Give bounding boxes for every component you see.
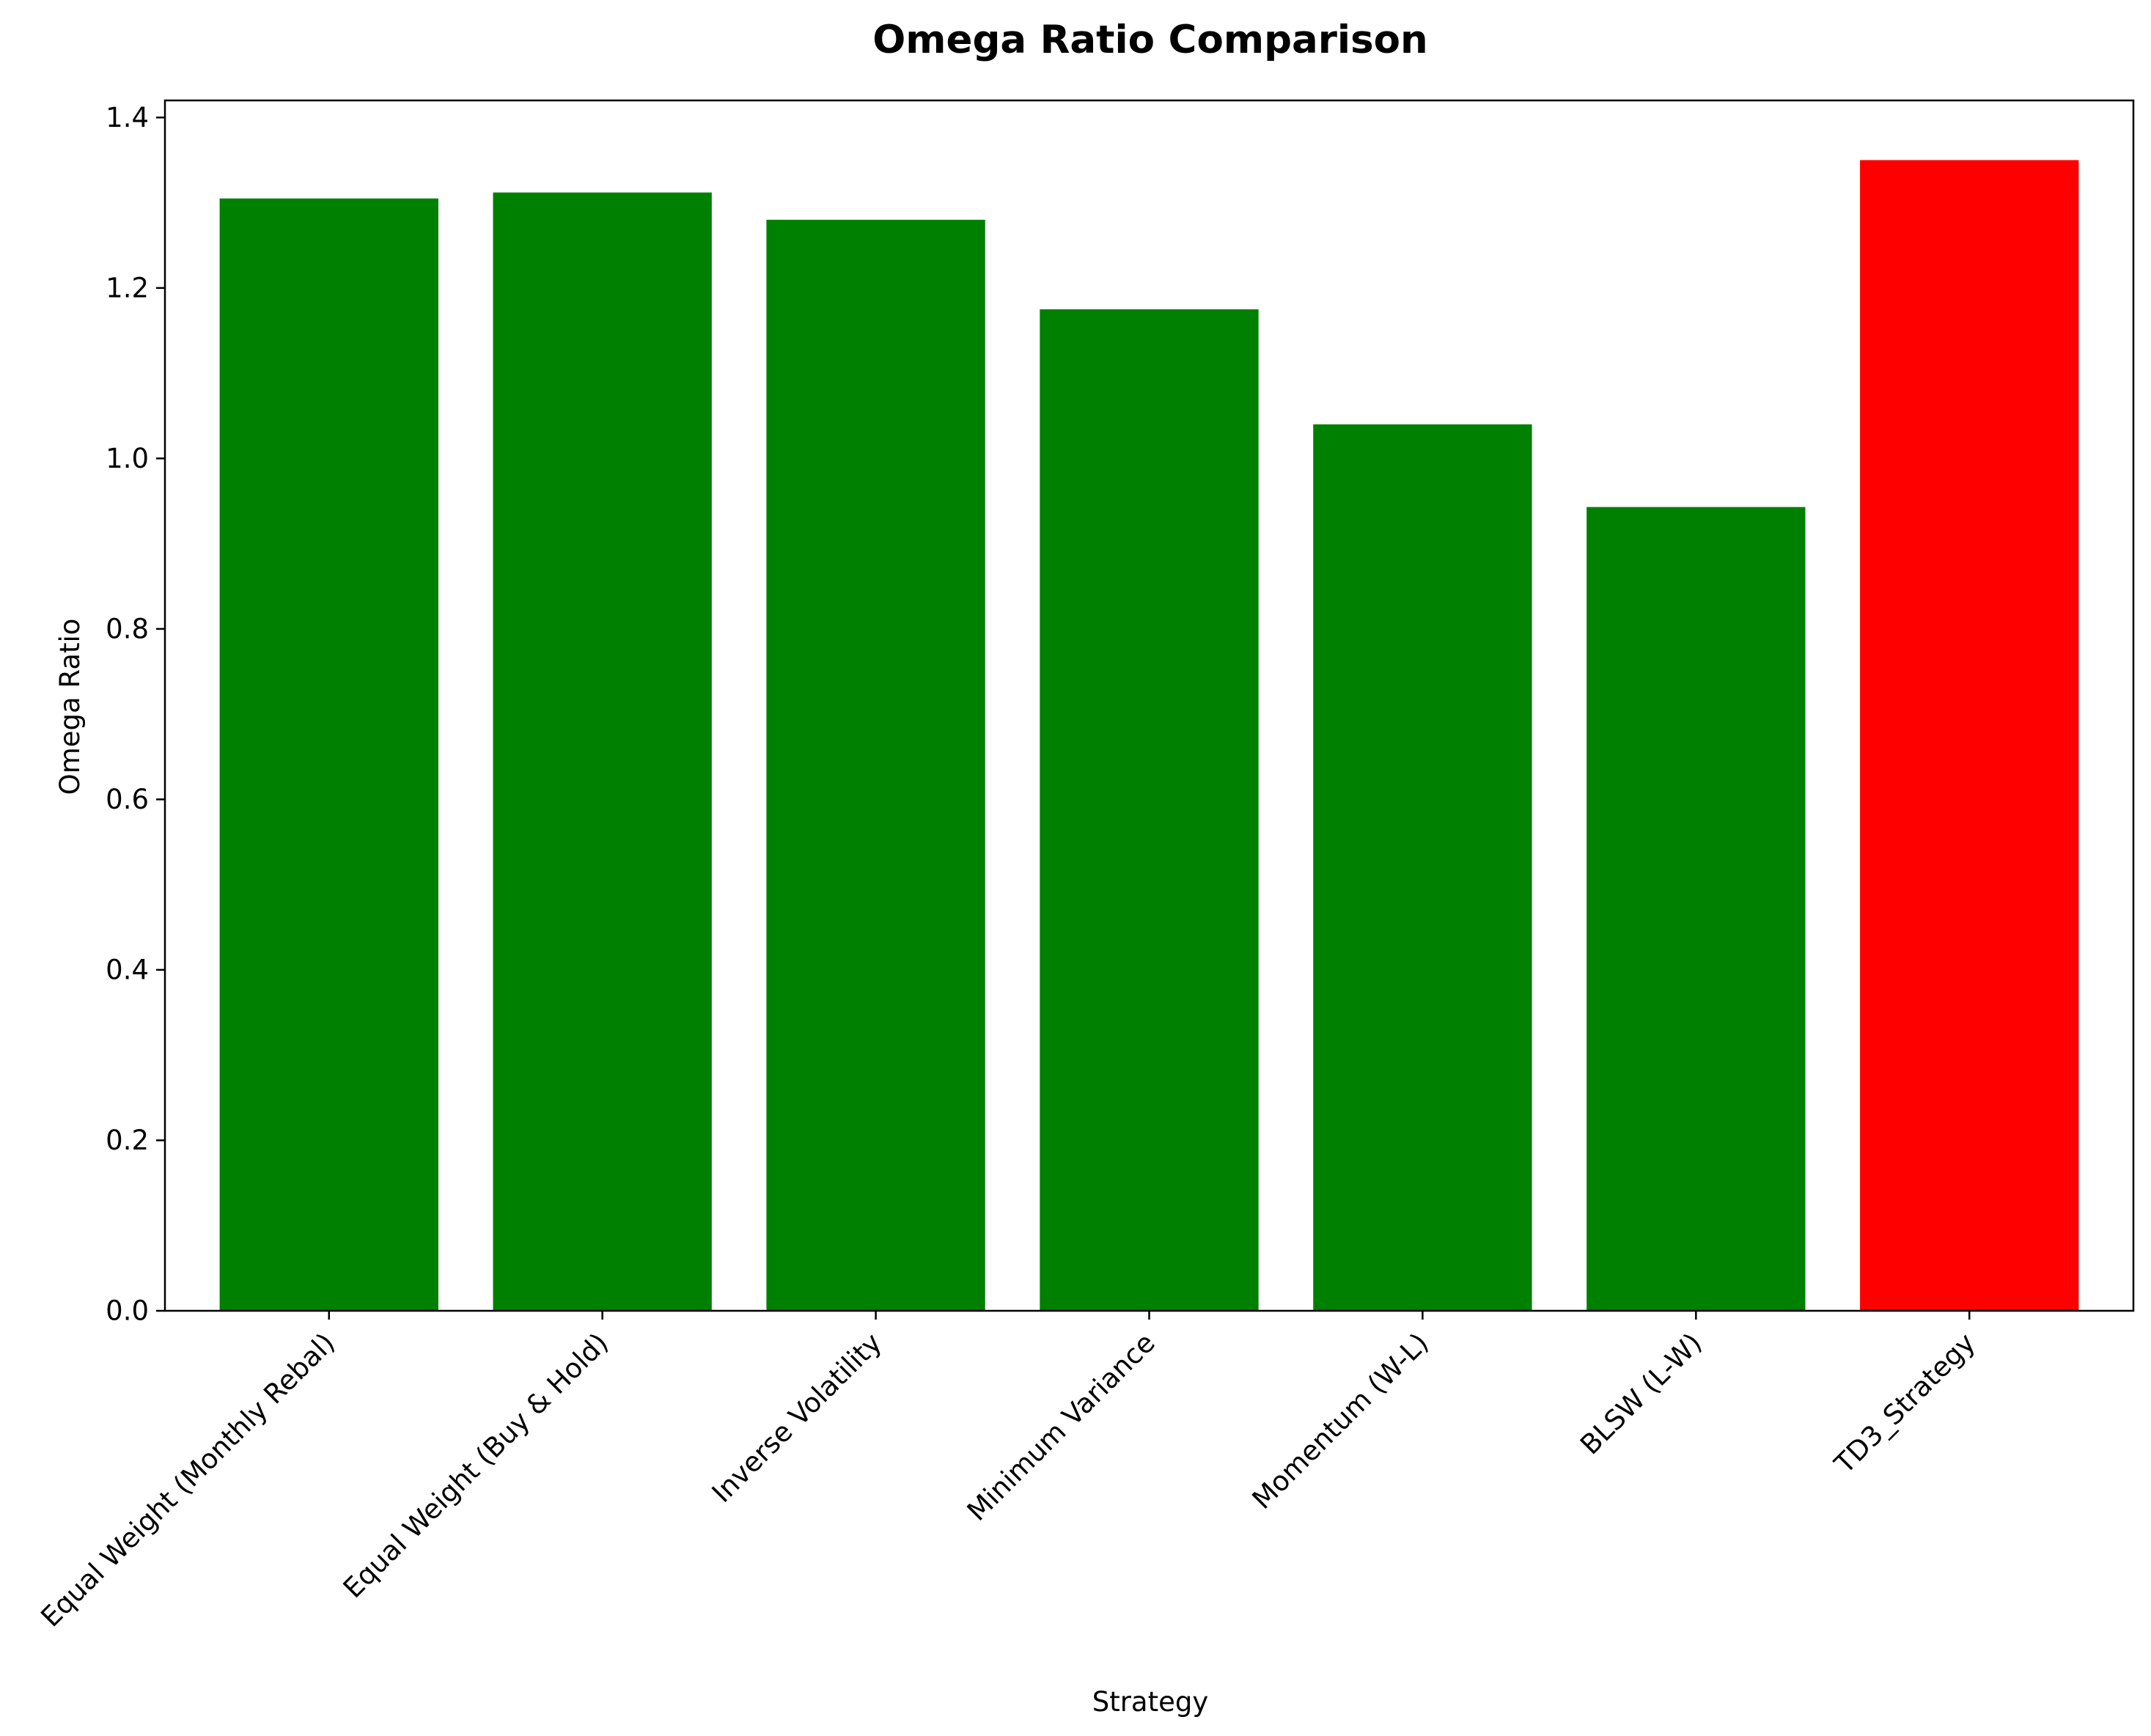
y-tick-label: 0.6	[106, 784, 149, 815]
y-tick-label: 0.0	[106, 1295, 149, 1327]
y-axis-label: Omega Ratio	[54, 619, 86, 795]
y-tick-label: 0.4	[106, 954, 149, 985]
y-tick-label: 0.2	[106, 1125, 149, 1156]
bar-blsw-l-w	[1586, 507, 1806, 1312]
y-tick-label: 1.4	[106, 102, 149, 133]
bar-td3-strategy	[1860, 160, 2079, 1311]
bar-minimum-variance	[1040, 309, 1259, 1312]
bar-equal-weight-monthly-rebal	[219, 198, 438, 1311]
bar-momentum-w-l	[1313, 424, 1532, 1311]
bar-equal-weight-buy-hold	[493, 192, 712, 1312]
y-tick-label: 1.2	[106, 272, 149, 304]
y-tick-label: 0.8	[106, 613, 149, 644]
y-tick-label: 1.0	[106, 443, 149, 474]
chart-title: Omega Ratio Comparison	[872, 18, 1428, 62]
bar-inverse-volatility	[766, 219, 985, 1311]
x-axis-label: Strategy	[1092, 1686, 1209, 1718]
